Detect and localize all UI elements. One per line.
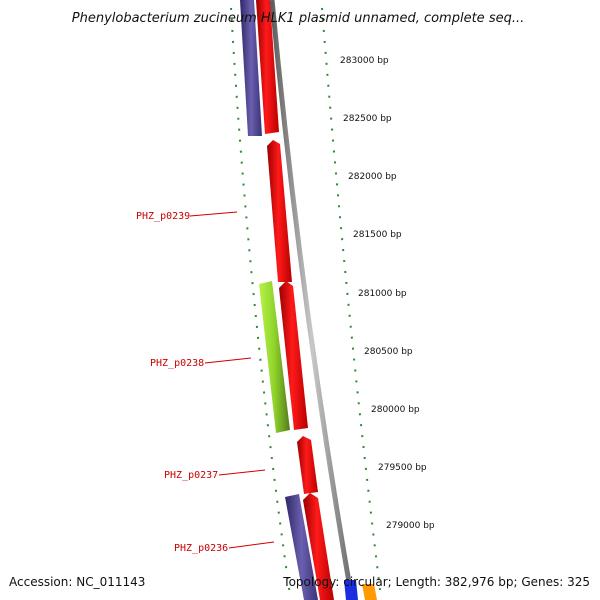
tick-label: 281500 bp [353, 230, 402, 240]
gene-PHZ_p0237 [297, 436, 318, 494]
forward-gene-top [256, 0, 279, 134]
tick-label: 281000 bp [358, 289, 407, 299]
inner-tick-ring [230, 7, 291, 596]
tick-labels: 283000 bp 282500 bp 282000 bp 281500 bp … [340, 56, 435, 531]
gene-PHZ_p0238 [259, 281, 290, 433]
reverse-gene-bottom [285, 494, 318, 600]
tick-label: 283000 bp [340, 56, 389, 66]
accession-label: Accession: NC_011143 [9, 575, 145, 589]
blue-gene [344, 580, 358, 600]
topology-summary: Topology: circular; Length: 382,976 bp; … [282, 575, 590, 589]
tick-label: 280000 bp [371, 405, 420, 415]
orange-gene [362, 584, 377, 600]
gene-PHZ_p0236 [303, 493, 334, 600]
tick-label: 279000 bp [386, 521, 435, 531]
gene-PHZ_p0239 [267, 140, 292, 282]
map-title: Phenylobacterium zucineum HLK1 plasmid u… [72, 11, 524, 26]
label-leader-line [228, 541, 275, 549]
tick-label: 282500 bp [343, 114, 392, 124]
label-leader-line [189, 211, 238, 217]
label-leader-line [204, 357, 252, 364]
label-leader-line [218, 469, 266, 476]
gene-label: PHZ_p0238 [150, 358, 204, 369]
tick-label: 280500 bp [364, 347, 413, 357]
sequence-backbone [269, 0, 355, 600]
reverse-gene-top [240, 0, 262, 136]
gene-label: PHZ_p0239 [136, 211, 190, 222]
tick-label: 279500 bp [378, 463, 427, 473]
gene-label: PHZ_p0236 [174, 543, 228, 554]
outer-tick-ring [321, 7, 381, 591]
tick-label: 282000 bp [348, 172, 397, 182]
forward-gene-middle [279, 281, 308, 430]
gene-label: PHZ_p0237 [164, 470, 218, 481]
